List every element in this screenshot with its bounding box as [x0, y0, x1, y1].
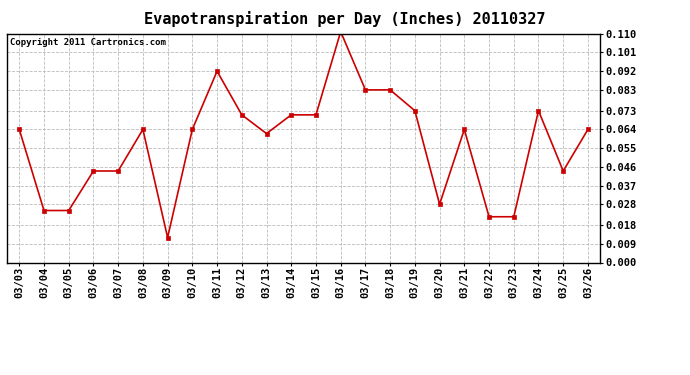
Text: Evapotranspiration per Day (Inches) 20110327: Evapotranspiration per Day (Inches) 2011… [144, 11, 546, 27]
Text: Copyright 2011 Cartronics.com: Copyright 2011 Cartronics.com [10, 38, 166, 47]
